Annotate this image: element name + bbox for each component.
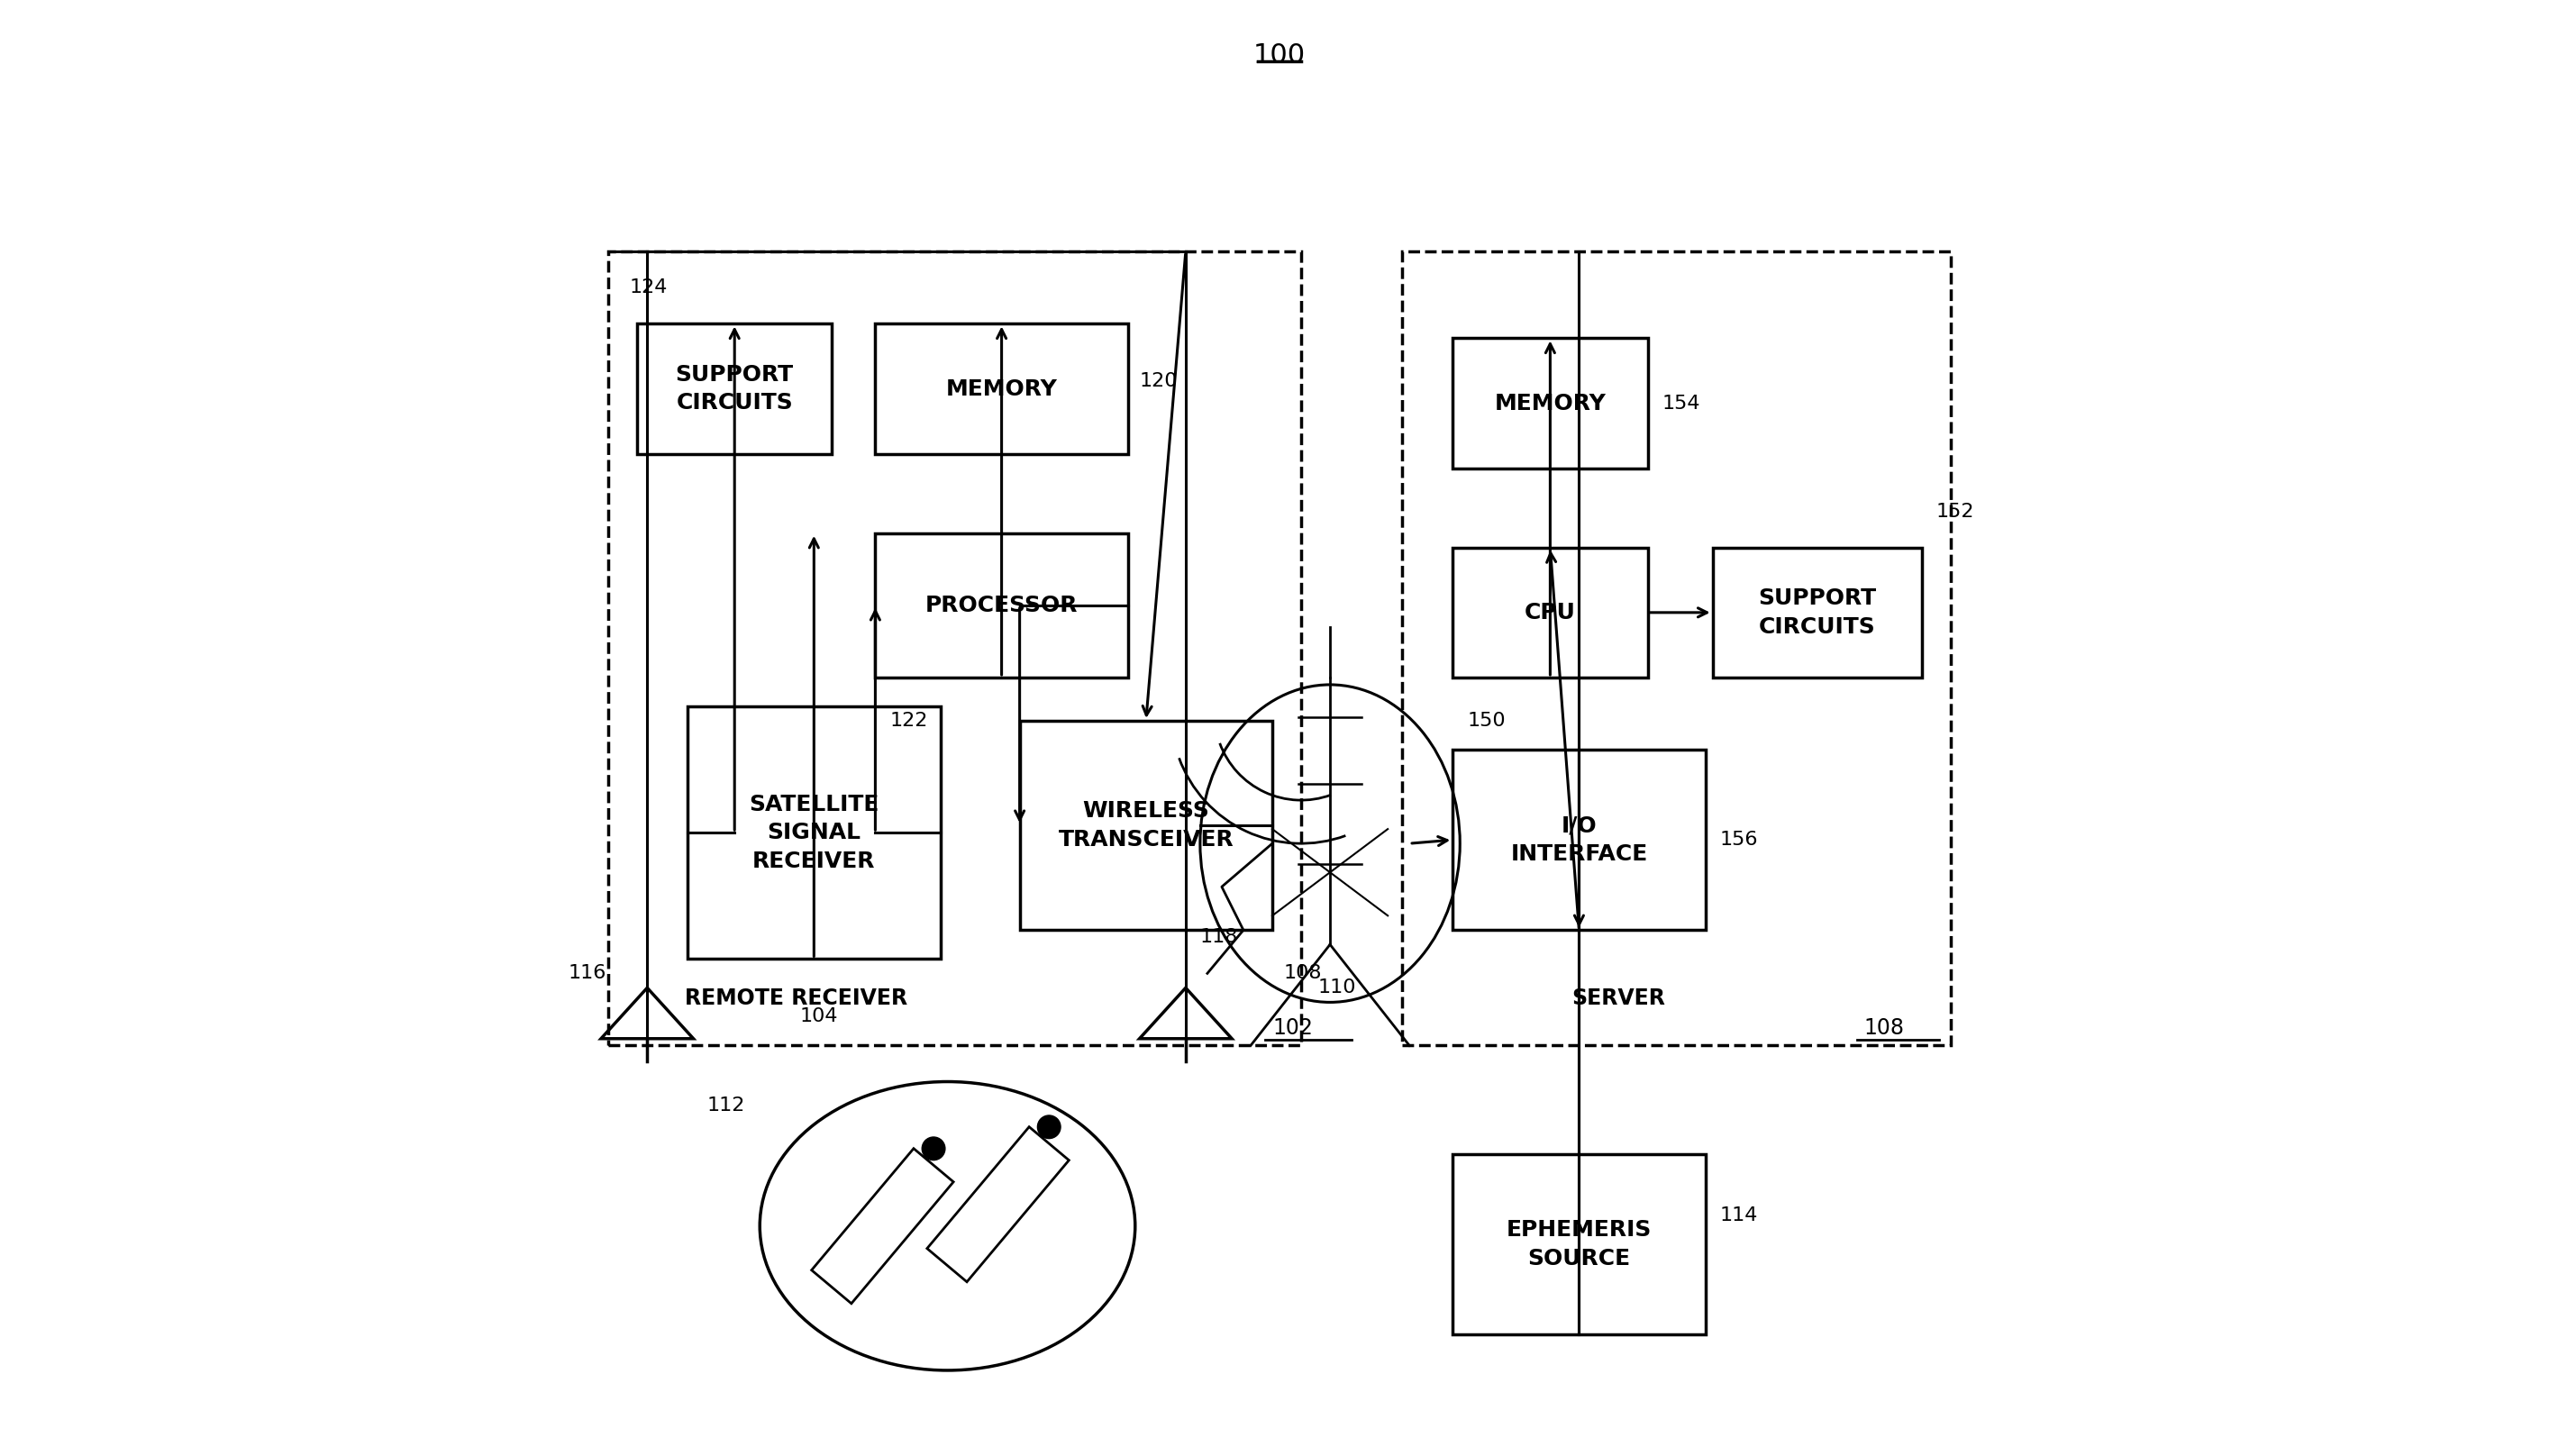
Text: SUPPORT
CIRCUITS: SUPPORT CIRCUITS — [676, 364, 793, 414]
Text: 104: 104 — [798, 1008, 837, 1025]
Text: 110: 110 — [1318, 978, 1356, 997]
Bar — [875, 323, 1129, 454]
Text: MEMORY: MEMORY — [947, 379, 1057, 399]
Bar — [688, 706, 939, 960]
Text: 120: 120 — [1139, 373, 1177, 390]
Text: 150: 150 — [1466, 712, 1505, 729]
Bar — [875, 533, 1129, 677]
Text: 118: 118 — [1200, 929, 1239, 946]
Bar — [1018, 721, 1272, 930]
Text: 112: 112 — [706, 1096, 745, 1114]
Text: WIRELESS
TRANSCEIVER: WIRELESS TRANSCEIVER — [1059, 801, 1233, 850]
Text: MEMORY: MEMORY — [1494, 393, 1607, 414]
Bar — [1402, 252, 1950, 1045]
Circle shape — [921, 1137, 944, 1160]
Text: I/O
INTERFACE: I/O INTERFACE — [1510, 815, 1648, 865]
Text: SERVER: SERVER — [1571, 987, 1666, 1009]
Text: EPHEMERIS
SOURCE: EPHEMERIS SOURCE — [1507, 1219, 1651, 1270]
Text: 156: 156 — [1720, 831, 1758, 849]
Text: 100: 100 — [1254, 42, 1305, 68]
Text: 154: 154 — [1661, 395, 1699, 412]
Bar — [1712, 547, 1922, 677]
Bar — [1454, 338, 1648, 469]
Text: PROCESSOR: PROCESSOR — [926, 594, 1077, 616]
Text: REMOTE RECEIVER: REMOTE RECEIVER — [686, 987, 908, 1009]
Text: 152: 152 — [1937, 502, 1976, 520]
Bar — [1454, 1153, 1704, 1334]
Text: 114: 114 — [1720, 1206, 1758, 1224]
Text: SATELLITE
SIGNAL
RECEIVER: SATELLITE SIGNAL RECEIVER — [750, 794, 878, 872]
Text: 102: 102 — [1272, 1018, 1313, 1040]
Circle shape — [1036, 1115, 1059, 1139]
Text: 124: 124 — [630, 278, 668, 297]
Text: 108: 108 — [1863, 1018, 1904, 1040]
Bar — [609, 252, 1300, 1045]
Text: SUPPORT
CIRCUITS: SUPPORT CIRCUITS — [1758, 587, 1876, 638]
Text: 108: 108 — [1285, 964, 1323, 983]
Bar — [1454, 750, 1704, 930]
Text: 116: 116 — [568, 964, 606, 983]
Bar — [1454, 547, 1648, 677]
Text: 122: 122 — [891, 712, 929, 729]
Text: CPU: CPU — [1525, 601, 1576, 623]
Bar — [637, 323, 832, 454]
